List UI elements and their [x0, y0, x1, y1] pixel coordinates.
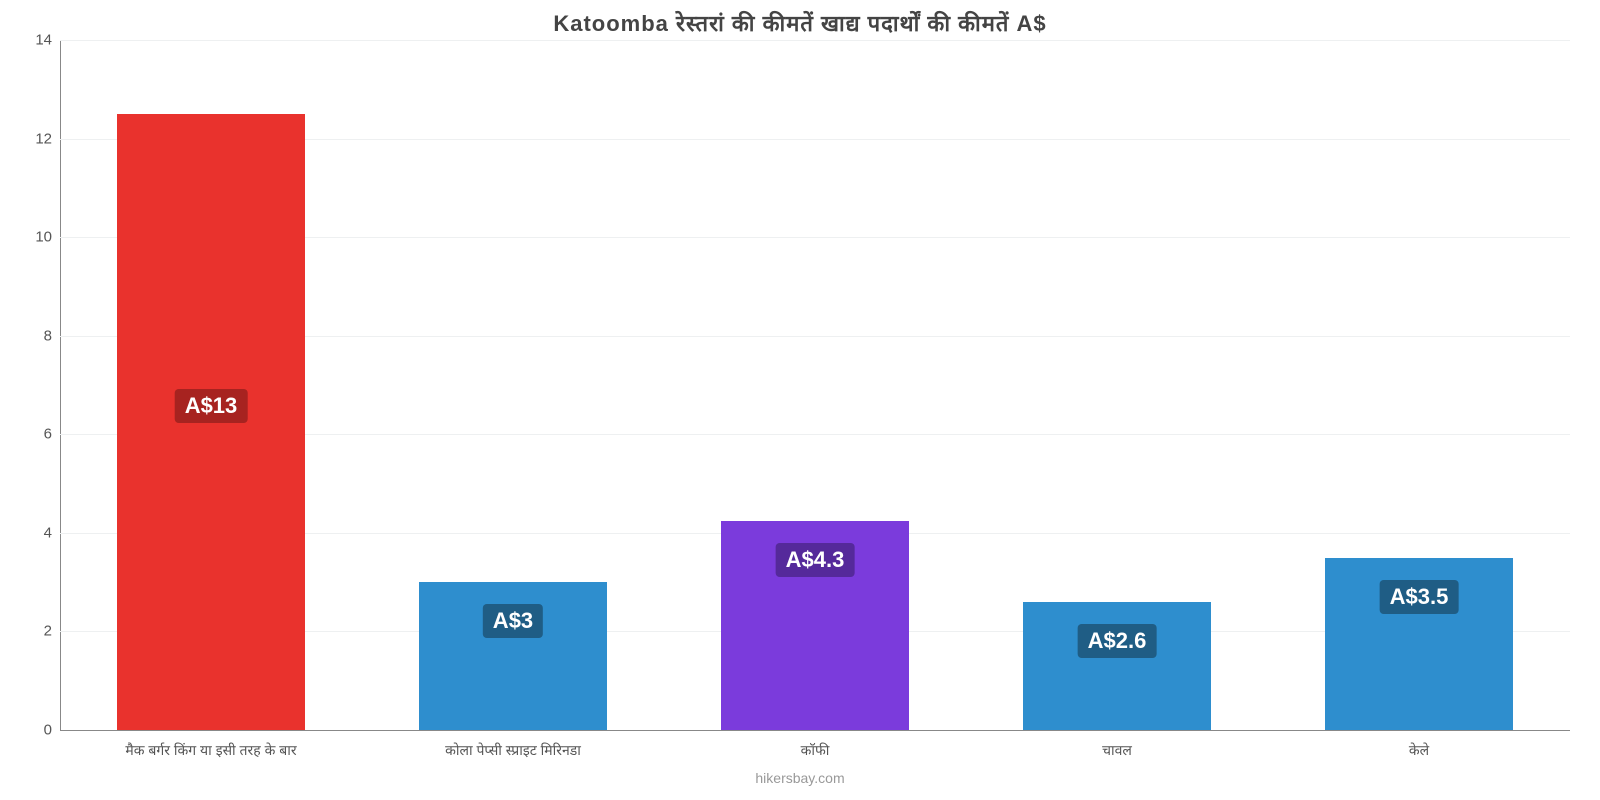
y-tick-label: 10	[35, 229, 60, 246]
y-tick-label: 8	[44, 327, 60, 344]
bar: A$3.5	[1325, 558, 1512, 731]
y-tick-label: 4	[44, 524, 60, 541]
y-tick-label: 14	[35, 32, 60, 49]
bar: A$2.6	[1023, 602, 1210, 730]
attribution-text: hikersbay.com	[0, 770, 1600, 786]
bar-slot: A$3.5	[1268, 40, 1570, 730]
bar-value-label: A$13	[175, 389, 248, 423]
y-tick-label: 2	[44, 623, 60, 640]
chart-title: Katoomba रेस्तरां की कीमतें खाद्य पदार्थ…	[0, 8, 1600, 38]
bar-value-label: A$4.3	[776, 543, 855, 577]
x-axis-baseline	[60, 730, 1570, 731]
x-axis-label: मैक बर्गर किंग या इसी तरह के बार	[60, 741, 362, 760]
y-tick-label: 12	[35, 130, 60, 147]
bar-slot: A$2.6	[966, 40, 1268, 730]
bar: A$3	[419, 582, 606, 730]
bars-group: A$13 A$3 A$4.3 A$2.6 A$3.5	[60, 40, 1570, 730]
y-tick-label: 0	[44, 722, 60, 739]
chart-container: Katoomba रेस्तरां की कीमतें खाद्य पदार्थ…	[0, 0, 1600, 800]
y-tick-label: 6	[44, 426, 60, 443]
x-axis-label: कोला पेप्सी स्प्राइट मिरिनडा	[362, 741, 664, 760]
bar-slot: A$3	[362, 40, 664, 730]
x-axis-label: केले	[1268, 741, 1570, 760]
x-axis-label: चावल	[966, 741, 1268, 760]
bar: A$13	[117, 114, 304, 730]
x-axis-label: कॉफी	[664, 741, 966, 760]
plot-area: 02468101214 A$13A$3A$4.3A$2.6A$3.5	[60, 40, 1570, 730]
bar: A$4.3	[721, 521, 908, 730]
x-axis-labels: मैक बर्गर किंग या इसी तरह के बारकोला पेप…	[60, 741, 1570, 760]
bar-slot: A$13	[60, 40, 362, 730]
bar-value-label: A$3	[483, 604, 543, 638]
bar-slot: A$4.3	[664, 40, 966, 730]
bar-value-label: A$3.5	[1380, 580, 1459, 614]
bar-value-label: A$2.6	[1078, 624, 1157, 658]
